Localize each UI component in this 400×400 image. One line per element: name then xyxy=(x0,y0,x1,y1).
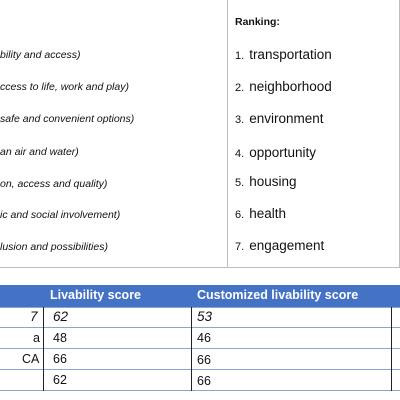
ranking-number: 2. xyxy=(235,82,245,94)
ranking-number: 5. xyxy=(235,177,245,189)
ranking-heading: Ranking: xyxy=(235,16,280,28)
row-divider xyxy=(0,348,400,349)
ranking-item: 1. transportation xyxy=(235,47,332,62)
table-cell-score: 48 xyxy=(53,331,67,345)
row-divider xyxy=(0,390,400,391)
table-cell-name: a xyxy=(33,331,40,345)
column-divider xyxy=(191,307,192,391)
criteria-text: ic and social involvement) xyxy=(0,209,121,221)
column-header-customized-score: Customized livability score xyxy=(197,288,359,302)
criteria-text: safe and convenient options) xyxy=(0,113,135,125)
ranking-number: 3. xyxy=(235,114,245,126)
ranking-label: housing xyxy=(249,174,297,189)
table-cell-score: 62 xyxy=(53,373,67,387)
table-cell-custom-score: 66 xyxy=(197,353,211,367)
row-divider xyxy=(0,369,400,370)
table-cell-name: CA xyxy=(22,352,40,366)
table-cell-custom-score: 53 xyxy=(197,309,213,324)
panel-divider xyxy=(227,0,228,268)
criteria-text: ccess to life, work and play) xyxy=(0,81,129,93)
criteria-panel xyxy=(0,0,400,268)
criteria-text: on, access and quality) xyxy=(0,178,108,190)
row-divider xyxy=(0,307,400,308)
criteria-text: bility and access) xyxy=(0,49,81,61)
ranking-label: opportunity xyxy=(249,145,316,160)
ranking-number: 7. xyxy=(235,241,245,253)
column-header-livability-score: Livability score xyxy=(50,288,142,302)
table-cell-custom-score: 46 xyxy=(197,331,211,345)
ranking-label: engagement xyxy=(249,238,325,253)
ranking-item: 7. engagement xyxy=(235,238,324,253)
row-divider xyxy=(0,327,400,328)
ranking-number: 1. xyxy=(235,50,245,62)
ranking-item: 6. health xyxy=(235,206,286,221)
ranking-label: environment xyxy=(249,111,324,126)
ranking-label: transportation xyxy=(249,47,332,62)
table-header-row xyxy=(0,285,400,307)
ranking-item: 5. housing xyxy=(235,174,296,189)
ranking-item: 3. environment xyxy=(235,111,323,126)
ranking-label: neighborhood xyxy=(249,79,332,94)
table-cell-name: 7 xyxy=(30,309,38,324)
table-cell-score: 62 xyxy=(53,309,69,324)
column-divider xyxy=(43,307,44,391)
ranking-label: health xyxy=(249,206,286,221)
ranking-item: 2. neighborhood xyxy=(235,79,332,94)
column-divider xyxy=(391,307,392,391)
criteria-text: an air and water) xyxy=(0,146,79,158)
criteria-text: lusion and possibilities) xyxy=(0,241,108,253)
ranking-item: 4. opportunity xyxy=(235,145,316,160)
ranking-number: 4. xyxy=(235,148,245,160)
ranking-number: 6. xyxy=(235,209,245,221)
table-cell-score: 66 xyxy=(53,352,67,366)
table-cell-custom-score: 66 xyxy=(197,374,211,388)
